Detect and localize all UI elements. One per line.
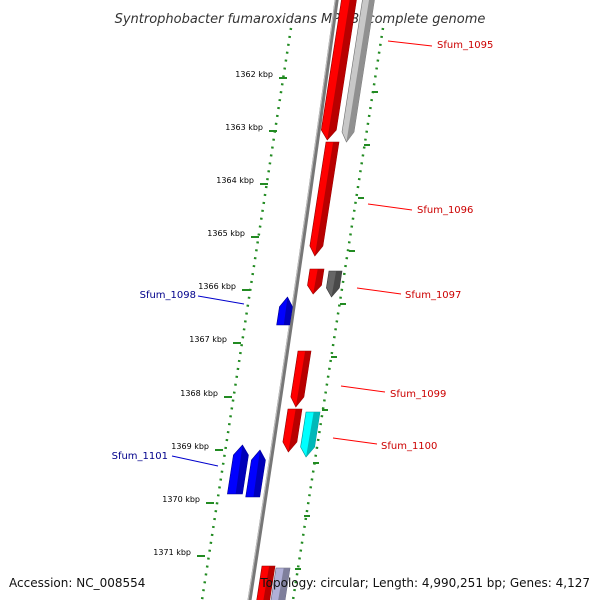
- kbp-ticks: 1362 kbp 1363 kbp 1364 kbp 1365 kbp 1366 kbp…: [153, 70, 378, 570]
- forward-gene-feature: [290, 350, 312, 408]
- forward-gene-feature-shade: [327, 0, 357, 140]
- pseudogene-feature: [270, 567, 291, 600]
- gene-features: [227, 0, 375, 600]
- topology-text: Topology: circular; Length: 4,990,251 bp…: [260, 576, 590, 590]
- forward-gene-feature: [307, 268, 325, 295]
- gene-label-leader: [367, 203, 413, 211]
- reverse-gene-feature-shade: [235, 445, 249, 494]
- gene-label-leader: [197, 295, 245, 305]
- outer-dotted-track: [291, 27, 385, 600]
- other-feature-shade: [331, 271, 342, 297]
- forward-gene-feature: [309, 141, 340, 257]
- gene-label-leader: [340, 385, 386, 393]
- rna-feature: [300, 411, 321, 458]
- gene-label-leader: [356, 287, 402, 295]
- pseudogene-feature-shade: [346, 0, 375, 142]
- forward-gene-feature: [282, 408, 303, 453]
- forward-gene-feature-shade: [288, 409, 302, 452]
- forward-gene-feature-shade: [313, 269, 324, 294]
- gene-label: Sfum_1101: [112, 451, 168, 462]
- kbp-tick-label: 1365 kbp: [207, 229, 245, 238]
- forward-gene-feature-shade: [263, 566, 275, 600]
- gene-label-leader: [332, 437, 378, 445]
- gene-label-leader: [387, 40, 433, 47]
- forward-gene-feature: [256, 565, 276, 600]
- reverse-gene-feature: [245, 449, 266, 498]
- forward-gene-feature-shade: [314, 142, 339, 256]
- kbp-tick-label: 1366 kbp: [198, 282, 236, 291]
- reverse-gene-feature-shade: [283, 297, 293, 325]
- forward-gene-feature: [320, 0, 357, 141]
- gene-label: Sfum_1100: [381, 441, 437, 452]
- other-feature: [326, 270, 343, 298]
- pseudogene-feature: [341, 0, 375, 143]
- dna-backbone-highlight: [247, 0, 336, 600]
- kbp-tick-label: 1362 kbp: [235, 70, 273, 79]
- map-title: Syntrophobacter fumaroxidans MPOB, compl…: [115, 12, 486, 27]
- kbp-tick-label: 1369 kbp: [171, 442, 209, 451]
- gene-label-leader: [171, 455, 219, 467]
- kbp-tick-label: 1371 kbp: [153, 548, 191, 557]
- gene-label: Sfum_1099: [390, 389, 446, 400]
- gene-label: Sfum_1098: [140, 290, 196, 301]
- forward-gene-feature-shade: [295, 351, 311, 407]
- gene-label: Sfum_1095: [437, 40, 493, 51]
- reverse-gene-feature: [276, 296, 293, 326]
- accession-text: Accession: NC_008554: [9, 576, 146, 590]
- kbp-tick-label: 1364 kbp: [216, 176, 254, 185]
- reverse-gene-feature: [227, 444, 249, 495]
- kbp-tick-label: 1367 kbp: [189, 335, 227, 344]
- rna-feature-shade: [306, 412, 320, 457]
- kbp-tick-label: 1370 kbp: [162, 495, 200, 504]
- pseudogene-feature-shade: [278, 568, 290, 600]
- kbp-tick-label: 1363 kbp: [225, 123, 263, 132]
- inner-dotted-track: [200, 27, 293, 600]
- kbp-tick-label: 1368 kbp: [180, 389, 218, 398]
- reverse-gene-feature-shade: [253, 450, 266, 497]
- gene-labels: Sfum_1095 Sfum_1096 Sfum_1097 Sfum_1098 Sfum…: [112, 40, 493, 467]
- gene-label: Sfum_1096: [417, 205, 473, 216]
- dna-backbone: [247, 0, 339, 600]
- dotted-tracks: [200, 27, 385, 600]
- gene-label: Sfum_1097: [405, 290, 461, 301]
